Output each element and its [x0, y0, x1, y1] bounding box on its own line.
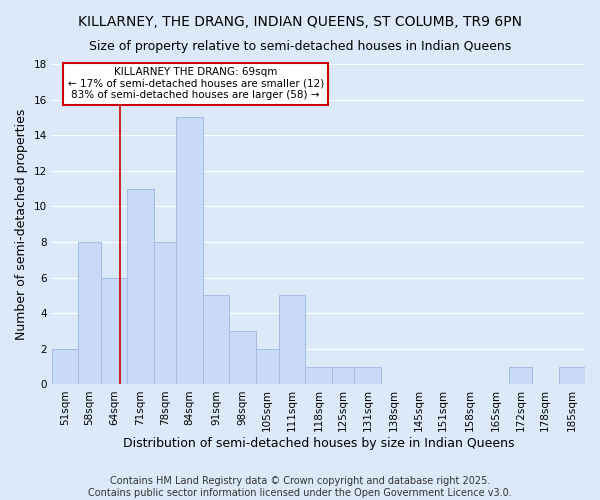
Bar — [154, 242, 176, 384]
Text: Size of property relative to semi-detached houses in Indian Queens: Size of property relative to semi-detach… — [89, 40, 511, 53]
Bar — [509, 366, 532, 384]
Text: Contains HM Land Registry data © Crown copyright and database right 2025.
Contai: Contains HM Land Registry data © Crown c… — [88, 476, 512, 498]
Bar — [78, 242, 101, 384]
Bar — [229, 331, 256, 384]
Bar — [354, 366, 381, 384]
Bar — [559, 366, 585, 384]
Bar — [332, 366, 354, 384]
Text: KILLARNEY THE DRANG: 69sqm
← 17% of semi-detached houses are smaller (12)
83% of: KILLARNEY THE DRANG: 69sqm ← 17% of semi… — [68, 67, 324, 100]
Bar — [176, 118, 203, 384]
Text: KILLARNEY, THE DRANG, INDIAN QUEENS, ST COLUMB, TR9 6PN: KILLARNEY, THE DRANG, INDIAN QUEENS, ST … — [78, 15, 522, 29]
Bar — [305, 366, 332, 384]
Bar — [101, 278, 127, 384]
Y-axis label: Number of semi-detached properties: Number of semi-detached properties — [15, 108, 28, 340]
Bar — [52, 349, 78, 384]
Bar — [256, 349, 278, 384]
Bar — [278, 296, 305, 384]
Bar — [127, 188, 154, 384]
X-axis label: Distribution of semi-detached houses by size in Indian Queens: Distribution of semi-detached houses by … — [122, 437, 514, 450]
Bar — [203, 296, 229, 384]
